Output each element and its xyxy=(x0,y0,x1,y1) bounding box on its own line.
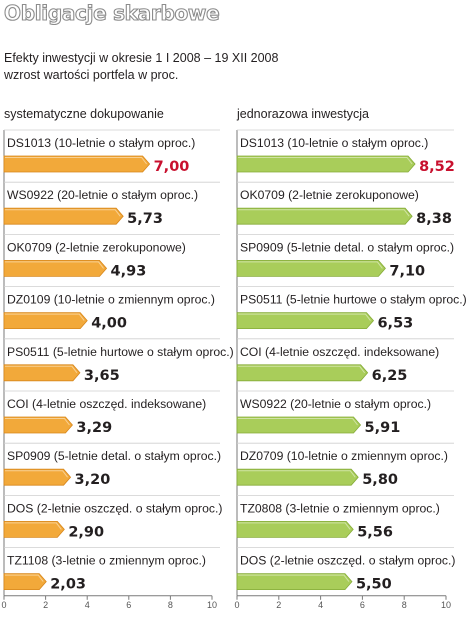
right-bar-shine xyxy=(238,261,383,269)
subtitle: Efekty inwestycji w okresie 1 I 2008 – 1… xyxy=(4,50,278,84)
right-bar xyxy=(236,468,359,486)
left-bar-shine xyxy=(5,261,104,269)
left-bar xyxy=(3,364,81,382)
right-bar-category-label: PS0511 (5-letnie hurtowe o stałym oproc.… xyxy=(240,293,466,307)
left-bar xyxy=(3,416,73,434)
right-bar-shine xyxy=(238,313,371,321)
left-bar xyxy=(3,207,124,225)
left-bar-category-label: COI (4-letnie oszczęd. indeksowane) xyxy=(7,397,206,411)
right-bar-shine xyxy=(238,365,366,374)
right-bar-shine xyxy=(238,470,356,478)
left-bar xyxy=(3,312,88,330)
left-x-tick-label: 6 xyxy=(126,600,131,610)
right-x-tick-label: 8 xyxy=(402,600,407,610)
left-bar xyxy=(3,573,47,590)
right-bar-value-label: 8,52 xyxy=(419,159,455,175)
left-bar-shine xyxy=(5,470,68,478)
right-bar-shine xyxy=(238,209,410,217)
left-x-tick-label: 0 xyxy=(1,600,6,610)
right-bar-shine xyxy=(238,574,350,582)
left-bar xyxy=(3,259,108,277)
right-bar-shine xyxy=(238,418,358,426)
right-bar-value-label: 6,25 xyxy=(372,368,408,384)
left-bar-value-label: 2,90 xyxy=(68,524,104,540)
right-bar xyxy=(236,312,375,330)
right-bar-category-label: OK0709 (2-letnie zerokuponowe) xyxy=(240,188,419,202)
right-bar xyxy=(236,364,369,382)
right-bar-value-label: 7,10 xyxy=(389,263,425,279)
right-bar-value-label: 5,80 xyxy=(362,472,398,488)
left-x-tick-label: 8 xyxy=(168,600,173,610)
right-x-tick-label: 4 xyxy=(318,600,323,610)
left-bar-shine xyxy=(5,365,78,374)
left-bar-shine xyxy=(5,209,121,217)
right-bar xyxy=(236,521,354,538)
left-bar-value-label: 2,03 xyxy=(50,577,86,593)
left-bar xyxy=(3,468,72,486)
left-bar-value-label: 4,93 xyxy=(111,263,147,279)
right-bar-shine xyxy=(238,522,351,530)
left-bar xyxy=(3,521,65,538)
right-bar xyxy=(236,573,353,590)
right-bar-category-label: SP0909 (5-letnie detal. o stałym oproc.) xyxy=(240,240,454,254)
right-bar-value-label: 5,91 xyxy=(365,420,401,436)
right-x-tick-label: 0 xyxy=(234,600,239,610)
subtitle-line-period: Efekty inwestycji w okresie 1 I 2008 – 1… xyxy=(4,51,279,65)
left-bar xyxy=(3,155,151,173)
left-bar-category-label: DS1013 (10-letnie o stałym oproc.) xyxy=(7,136,195,150)
left-bar-value-label: 4,00 xyxy=(91,316,127,332)
left-bar-category-label: DZ0109 (10-letnie o zmiennym oproc.) xyxy=(7,293,215,307)
left-bar-category-label: OK0709 (2-letnie zerokuponowe) xyxy=(7,240,186,254)
right-bar-category-label: DOS (2-letnie oszczęd. o stałym oproc.) xyxy=(240,554,455,568)
right-bar-category-label: WS0922 (20-letnie o stałym oproc.) xyxy=(240,397,431,411)
right-x-tick-label: 10 xyxy=(441,600,451,610)
page-title: Obligacje skarbowe xyxy=(3,0,220,25)
left-bar-value-label: 5,73 xyxy=(127,211,163,227)
left-bar-shine xyxy=(5,157,147,165)
left-bar-category-label: DOS (2-letnie oszczęd. o stałym oproc.) xyxy=(7,501,222,515)
right-bar xyxy=(236,207,413,225)
right-bar-category-label: COI (4-letnie oszczęd. indeksowane) xyxy=(240,345,439,359)
right-bar xyxy=(236,155,416,173)
right-bar-value-label: 6,53 xyxy=(377,316,413,332)
right-bar-value-label: 5,56 xyxy=(357,524,393,540)
right-bar-value-label: 5,50 xyxy=(356,577,392,593)
left-bar-category-label: SP0909 (5-letnie detal. o stałym oproc.) xyxy=(7,449,221,463)
left-bar-shine xyxy=(5,313,85,321)
left-bar-value-label: 3,65 xyxy=(84,368,120,384)
left-x-tick-label: 4 xyxy=(85,600,90,610)
right-bar-category-label: DS1013 (10-letnie o stałym oproc.) xyxy=(240,136,428,150)
right-chart: DS1013 (10-letnie o stałym oproc.) 8,52OK… xyxy=(234,129,466,610)
left-bar-category-label: WS0922 (20-letnie o stałym oproc.) xyxy=(7,188,198,202)
left-bar-value-label: 3,20 xyxy=(75,472,111,488)
left-bar-shine xyxy=(5,574,44,582)
right-x-tick-label: 6 xyxy=(360,600,365,610)
right-x-tick-label: 2 xyxy=(276,600,281,610)
left-bar-value-label: 7,00 xyxy=(154,159,190,175)
left-panel-title: systematyczne dokupowanie xyxy=(4,107,164,121)
right-bar-category-label: TZ0808 (3-letnie o zmiennym oproc.) xyxy=(240,501,440,515)
right-bar-shine xyxy=(238,157,413,165)
right-bar xyxy=(236,259,386,277)
left-bar-category-label: TZ1108 (3-letnie o zmiennym oproc.) xyxy=(7,554,206,568)
left-bar-category-label: PS0511 (5-letnie hurtowe o stałym oproc.… xyxy=(7,345,234,359)
left-bar-shine xyxy=(5,418,70,426)
left-chart: DS1013 (10-letnie o stałym oproc.) 7,00 WS… xyxy=(1,129,234,610)
left-x-tick-label: 2 xyxy=(43,600,48,610)
left-x-tick-label: 10 xyxy=(207,600,217,610)
left-bar-shine xyxy=(5,522,62,530)
right-bar xyxy=(236,416,362,434)
right-bar-value-label: 8,38 xyxy=(416,211,452,227)
left-bar-value-label: 3,29 xyxy=(76,420,112,436)
right-panel-title: jednorazowa inwestycja xyxy=(237,107,370,121)
subtitle-line-unit: wzrost wartości portfela w proc. xyxy=(4,68,179,82)
right-bar-category-label: DZ0709 (10-letnie o zmiennym oproc.) xyxy=(240,449,448,463)
